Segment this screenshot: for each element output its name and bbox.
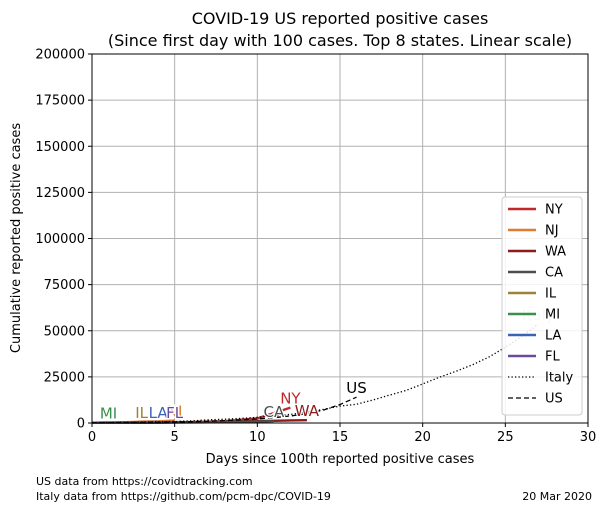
y-tick-label: 125000 [35,186,85,201]
x-tick-label: 20 [414,430,431,445]
legend-label-il: IL [545,287,557,302]
x-tick-label: 5 [171,430,179,445]
end-label-us: US [346,379,367,397]
end-label-la: LA [149,404,169,422]
end-label-fl: FL [166,404,184,422]
footer-source-italy: Italy data from https://github.com/pcm-d… [36,490,331,503]
chart-subtitle: (Since first day with 100 cases. Top 8 s… [108,31,572,50]
series-line-us [91,396,357,424]
legend-label-la: LA [545,329,562,344]
end-label-ca: CA [263,403,284,421]
end-label-wa: WA [295,402,320,420]
legend-label-nj: NJ [545,224,559,239]
y-axis-label: Cumulative reported positive cases [9,123,24,353]
legend-label-wa: WA [545,245,566,260]
footer-date: 20 Mar 2020 [522,490,592,503]
x-tick-label: 25 [497,430,514,445]
legend-label-us: US [545,392,563,407]
legend-label-ny: NY [545,203,563,218]
y-tick-label: 75000 [44,278,85,293]
y-tick-label: 50000 [44,324,85,339]
axes: 0 5 10 15 20 25 30 0 25000 50000 75000 100000 125000… [35,48,596,446]
x-axis-label: Days since 100th reported positive cases [206,452,475,467]
chart-title: COVID-19 US reported positive cases [192,9,489,28]
legend-label-mi: MI [545,308,560,323]
x-tick-label: 15 [332,430,349,445]
end-label-il: IL [135,404,148,422]
y-tick-label: 100000 [35,232,85,247]
end-label-nj: NJ [167,403,183,421]
end-label-ny: NY [280,390,301,408]
x-tick-label: 30 [580,430,597,445]
end-label-mi: MI [100,404,117,422]
legend-label-fl: FL [545,350,560,365]
y-tick-label: 0 [77,417,85,432]
y-tick-label: 200000 [35,48,85,63]
footer-source-us: US data from https://covidtracking.com [36,475,253,488]
legend-label-italy: Italy [545,371,574,386]
x-tick-label: 10 [249,430,266,445]
y-tick-label: 150000 [35,140,85,155]
legend-label-ca: CA [545,266,563,281]
x-tick-label: 0 [88,430,96,445]
y-tick-label: 175000 [35,94,85,109]
legend: NY NJ WA CA IL MI LA FL Italy US [501,196,583,416]
y-tick-label: 25000 [44,370,85,385]
